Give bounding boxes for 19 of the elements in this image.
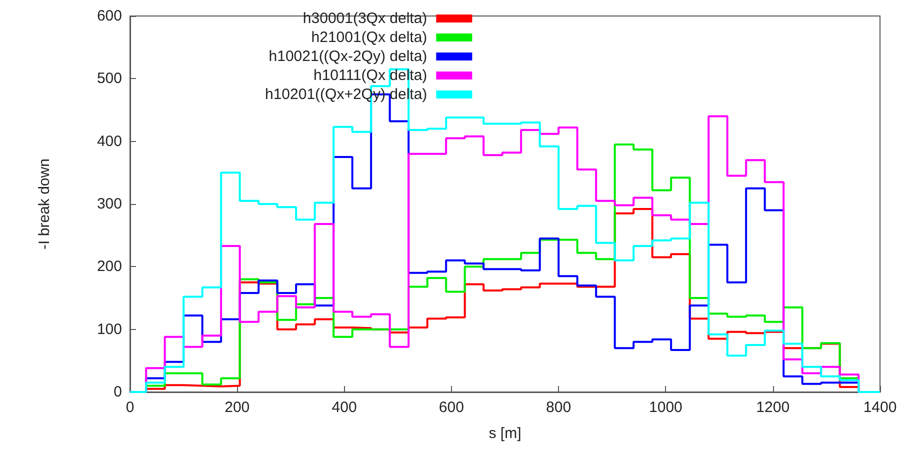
y-axis-title: -I break down (36, 158, 53, 250)
y-tick-label: 600 (96, 8, 122, 24)
legend-label: h21001(Qx delta) (311, 29, 428, 46)
y-tick-label: 200 (96, 258, 122, 276)
x-tick-label: 200 (224, 399, 250, 416)
y-tick-label: 0 (114, 384, 122, 400)
x-tick-label: 0 (126, 399, 134, 416)
x-tick-label: 1200 (756, 399, 790, 416)
x-tick-label: 400 (332, 399, 357, 416)
x-axis-title: s [m] (488, 425, 522, 442)
x-tick-label: 600 (438, 399, 464, 416)
y-tick-label: 100 (96, 320, 122, 338)
y-tick-label: 300 (96, 196, 122, 212)
y-tick-label: 400 (96, 132, 122, 150)
legend-label: h10021((Qx-2Qy) delta) (268, 48, 428, 65)
x-tick-label: 1000 (649, 399, 682, 416)
y-tick-label: 500 (96, 70, 122, 88)
x-tick-label: 800 (546, 399, 572, 416)
x-tick-label: 1400 (863, 399, 897, 416)
